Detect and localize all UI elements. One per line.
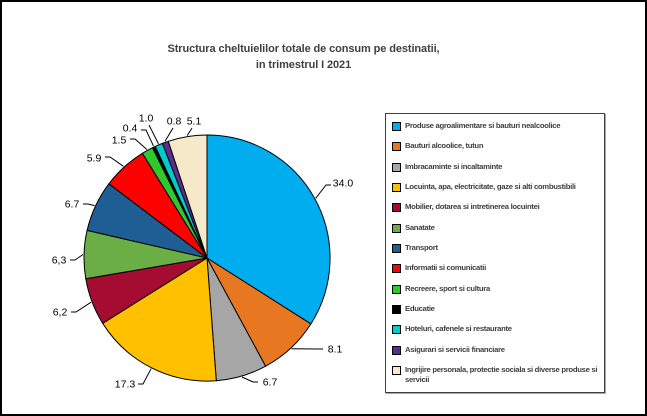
legend-label: Recreere, sport si cultura <box>405 283 490 293</box>
slice-value-label-1: 8.1 <box>328 344 343 356</box>
legend-swatch <box>392 365 401 375</box>
legend-item-12: Ingrijire personala, protectie sociala s… <box>392 365 599 385</box>
pie-slice-3 <box>102 257 217 382</box>
chart-title: Structura cheltuielilor totale de consum… <box>2 41 605 73</box>
slice-value-label-10: 1.0 <box>139 113 154 125</box>
legend-swatch <box>392 264 401 274</box>
slice-value-label-0: 34.0 <box>333 178 354 190</box>
legend-label: Hoteluri, cafenele si restaurante <box>405 324 512 334</box>
leader-line-7 <box>105 156 124 167</box>
legend-swatch <box>392 142 401 152</box>
pie-slice-12 <box>167 134 208 259</box>
legend-item-5: Sanatate <box>392 223 599 233</box>
slice-value-label-7: 5.9 <box>87 153 102 165</box>
legend-swatch <box>392 122 401 131</box>
leader-line-12 <box>186 127 193 136</box>
legend-swatch <box>392 223 401 233</box>
legend-swatch <box>392 243 401 253</box>
legend-item-3: Locuinta, apa, electricitate, gaze si al… <box>392 182 599 192</box>
slice-value-label-12: 5.1 <box>187 116 202 128</box>
legend-item-11: Asigurari si servicii financiare <box>392 345 599 355</box>
legend-swatch <box>392 162 401 172</box>
legend-label: Bauturi alcoolice, tutun <box>405 141 484 151</box>
legend-item-6: Transport <box>392 243 599 253</box>
legend-item-4: Mobilier, dotarea si intretinerea locuin… <box>392 202 599 213</box>
leader-line-9 <box>141 129 154 147</box>
slice-value-label-2: 6.7 <box>263 377 278 389</box>
legend-swatch <box>392 304 401 314</box>
leader-line-0 <box>315 184 331 199</box>
chart-title-line-1: Structura cheltuielilor totale de consum… <box>167 43 440 55</box>
legend-label: Locuinta, apa, electricitate, gaze si al… <box>405 181 576 191</box>
slice-value-label-4: 6,2 <box>53 307 68 319</box>
legend-item-0: Produse agroalimentare si bauturi nealco… <box>392 121 599 131</box>
legend-item-8: Recreere, sport si cultura <box>392 284 599 294</box>
slice-value-label-5: 6,3 <box>52 255 67 267</box>
legend-label: Transport <box>405 242 438 252</box>
leader-line-3 <box>138 368 152 385</box>
legend-label: Produse agroalimentare si bauturi nealco… <box>405 121 561 130</box>
legend-label: Educatie <box>405 303 435 313</box>
legend-item-1: Bauturi alcoolice, tutun <box>392 141 599 152</box>
legend-label: Informatii si comunicatii <box>405 263 486 273</box>
legend-item-9: Educatie <box>392 304 599 314</box>
legend-swatch <box>392 284 401 294</box>
slice-value-label-3: 17.3 <box>115 379 136 391</box>
leader-line-4 <box>71 301 92 313</box>
leader-line-6 <box>83 203 95 207</box>
legend-swatch <box>392 345 401 355</box>
slice-value-label-11: 0.8 <box>167 116 182 128</box>
legend-label: Sanatate <box>405 222 435 232</box>
legend-swatch <box>392 325 401 335</box>
leader-line-5 <box>70 254 84 261</box>
legend-item-10: Hoteluri, cafenele si restaurante <box>392 324 599 335</box>
legend-item-2: Imbracaminte si incaltaminte <box>392 162 599 172</box>
legend-swatch <box>392 182 401 192</box>
legend-label: Ingrijire personala, protectie sociala s… <box>405 364 598 384</box>
leader-line-8 <box>130 138 148 150</box>
chart-title-line-2: in trimestrul I 2021 <box>255 59 352 71</box>
leader-line-10 <box>148 124 159 145</box>
legend-label: Imbracaminte si incaltaminte <box>405 161 503 171</box>
chart-legend: Produse agroalimentare si bauturi nealco… <box>385 113 605 393</box>
pie-slice-0 <box>206 134 331 325</box>
leader-line-11 <box>164 127 174 142</box>
leader-line-2 <box>241 376 258 383</box>
slice-value-label-8: 1.5 <box>112 135 127 147</box>
legend-label: Mobilier, dotarea si intretinerea locuin… <box>405 202 540 212</box>
legend-item-7: Informatii si comunicatii <box>392 263 599 274</box>
slice-value-label-6: 6.7 <box>65 199 80 211</box>
slice-value-label-9: 0.4 <box>123 123 138 135</box>
legend-swatch <box>392 203 401 213</box>
legend-label: Asigurari si servicii financiare <box>405 344 505 354</box>
